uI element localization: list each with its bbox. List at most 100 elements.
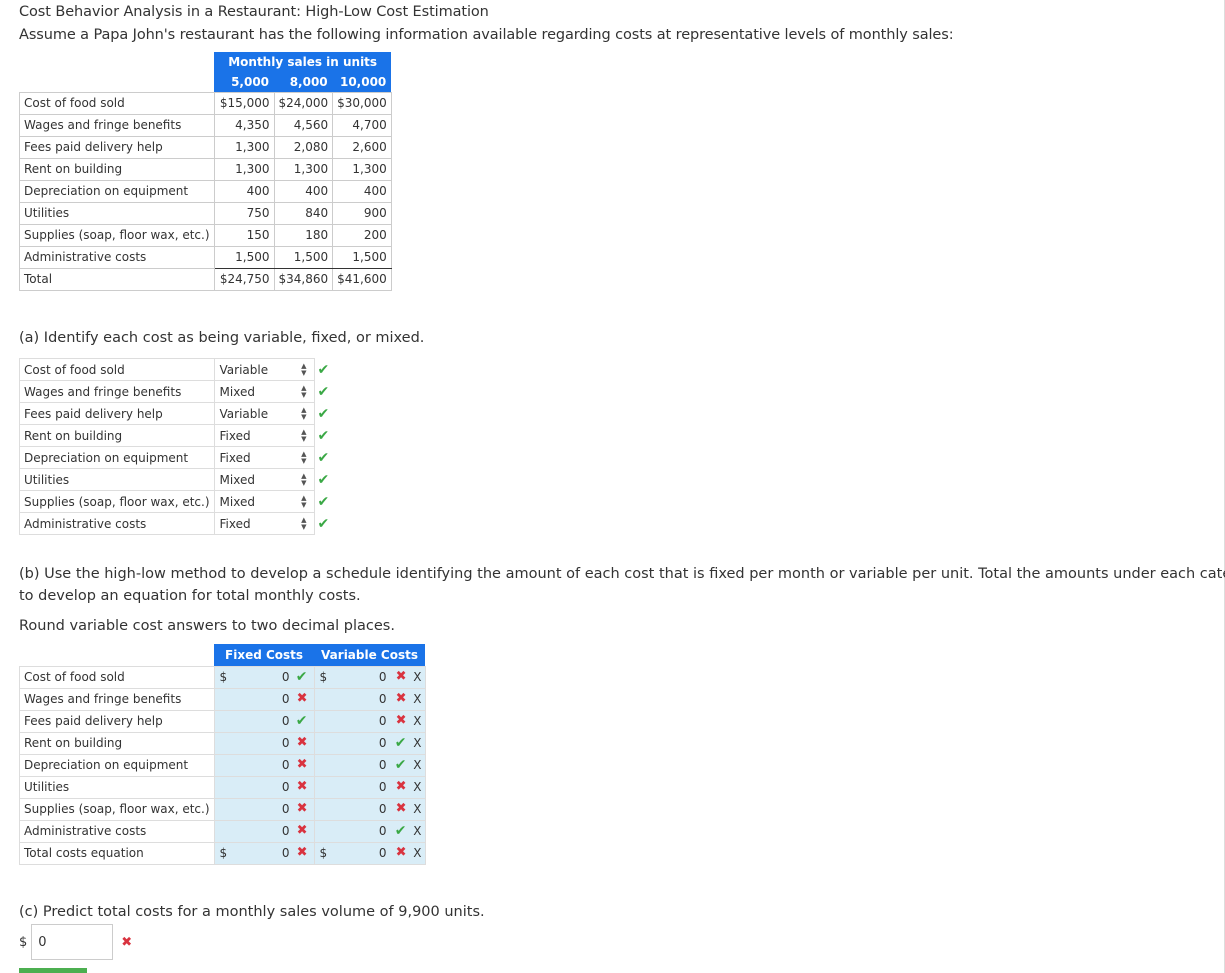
currency-symbol: $ [319,669,328,684]
table-row: Supplies (soap, floor wax, etc.) 150 180 20… [19,223,392,247]
part-b-question-line2: to develop an equation for total monthly… [19,588,361,604]
selected-value: Mixed [219,494,255,509]
cost-label: Wages and fringe benefits [19,380,215,403]
intro-text: Assume a Papa John's restaurant has the … [19,27,954,43]
select-arrows-icon: ▲ ▼ [301,428,307,443]
variable-cost-input[interactable]: 0 ✔ X [313,753,426,777]
cost-value: $15,000 [213,91,275,115]
per-unit-suffix: X [413,845,422,860]
cost-value: 400 [273,179,334,203]
fixed-cost-input[interactable]: 0 ✔ [213,709,315,733]
select-arrows-icon: ▲ ▼ [301,472,307,487]
select-arrows-icon: ▲ ▼ [301,450,307,465]
fixed-cost-input[interactable]: 0 ✖ [213,753,315,777]
fixed-costs-header: Fixed Costs [214,644,315,666]
cost-label: Rent on building [19,424,215,447]
cost-value: 180 [273,223,334,247]
select-arrows-icon: ▲ ▼ [301,384,307,399]
cost-value: 4,700 [332,113,392,137]
cost-label: Administrative costs [19,819,215,843]
fixed-cost-value: 0 [281,823,290,838]
cost-label: Cost of food sold [19,665,215,689]
per-unit-suffix: X [413,757,422,772]
fixed-cost-input[interactable]: 0 ✖ [213,797,315,821]
variable-cost-input[interactable]: 0 ✖ X [313,775,426,799]
per-unit-suffix: X [413,823,422,838]
table-row: Administrative costs Fixed ▲ ▼ ✔ [19,512,337,535]
table-row: Fees paid delivery help Variable ▲ ▼ ✔ [19,402,337,425]
cross-icon: ✖ [395,712,407,728]
cost-label: Depreciation on equipment [19,446,215,469]
cost-type-select[interactable]: Mixed ▲ ▼ [213,468,315,491]
check-icon: ✔ [317,471,330,488]
check-icon: ✔ [394,734,407,751]
table-row: Administrative costs 1,500 1,500 1,500 [19,245,392,269]
submit-button[interactable] [19,968,87,973]
table-row: Total $24,750 $34,860 $41,600 [19,267,392,291]
cost-value: $24,750 [213,267,275,291]
check-icon: ✔ [295,712,308,729]
cost-value: 200 [332,223,392,247]
select-arrows-icon: ▲ ▼ [301,494,307,509]
variable-cost-input[interactable]: 0 ✔ X [313,731,426,755]
cost-type-select[interactable]: Variable ▲ ▼ [213,358,315,381]
table-row: Depreciation on equipment Fixed ▲ ▼ ✔ [19,446,337,469]
cost-value: $41,600 [332,267,392,291]
fixed-cost-input[interactable]: 0 ✖ [213,775,315,799]
cost-type-select[interactable]: Fixed ▲ ▼ [213,446,315,469]
cost-value: 400 [332,179,392,203]
cross-icon: ✖ [296,734,308,750]
table-row: Fees paid delivery help 1,300 2,080 2,600 [19,135,392,159]
selected-value: Variable [219,362,269,377]
select-arrows-icon: ▲ ▼ [301,516,307,531]
cost-label: Supplies (soap, floor wax, etc.) [19,223,215,247]
per-unit-suffix: X [413,713,422,728]
fixed-cost-value: 0 [281,713,290,728]
cost-type-select[interactable]: Variable ▲ ▼ [213,402,315,425]
monthly-sales-header: Monthly sales in units [214,52,392,72]
total-costs-input[interactable] [31,924,114,960]
variable-cost-input[interactable]: 0 ✔ X [313,819,426,843]
variable-cost-input[interactable]: 0 ✖ X [313,687,426,711]
variable-costs-header: Variable Costs [314,644,426,666]
cost-value: 400 [213,179,275,203]
cost-label: Depreciation on equipment [19,753,215,777]
cost-label: Utilities [19,468,215,491]
table-row: Utilities 750 840 900 [19,201,392,225]
cost-value: 1,300 [332,157,392,181]
fixed-cost-value: 0 [281,845,290,860]
check-icon: ✔ [317,449,330,466]
fixed-cost-input[interactable]: 0 ✖ [213,687,315,711]
currency-symbol: $ [219,669,228,684]
fixed-cost-value: 0 [281,691,290,706]
variable-cost-input[interactable]: 0 ✖ X [313,797,426,821]
page-title: Cost Behavior Analysis in a Restaurant: … [19,4,489,20]
variable-cost-input[interactable]: $0 ✖ X [313,841,426,865]
cost-type-select[interactable]: Fixed ▲ ▼ [213,424,315,447]
fixed-cost-input[interactable]: $0 ✔ [213,665,315,689]
table-row: Administrative costs 0 ✖ 0 ✔ X [19,819,426,843]
select-arrows-icon: ▲ ▼ [301,406,307,421]
cost-label: Total costs equation [19,841,215,865]
table-row: Rent on building 1,300 1,300 1,300 [19,157,392,181]
cost-label: Utilities [19,775,215,799]
cross-icon: ✖ [296,756,308,772]
per-unit-suffix: X [413,735,422,750]
table-row: Total costs equation $0 ✖ $0 ✖ X [19,841,426,865]
variable-cost-value: 0 [378,845,387,860]
units-header: 8,000 [274,72,333,92]
units-header: 5,000 [214,72,275,92]
fixed-cost-input[interactable]: 0 ✖ [213,731,315,755]
fixed-cost-value: 0 [281,669,290,684]
variable-cost-input[interactable]: $0 ✖ X [313,665,426,689]
cost-label: Fees paid delivery help [19,135,215,159]
cost-type-select[interactable]: Mixed ▲ ▼ [213,380,315,403]
cost-label: Rent on building [19,157,215,181]
table-row: Supplies (soap, floor wax, etc.) Mixed ▲ ▼ ✔ [19,490,337,513]
cost-value: 4,350 [213,113,275,137]
fixed-cost-input[interactable]: $0 ✖ [213,841,315,865]
variable-cost-input[interactable]: 0 ✖ X [313,709,426,733]
fixed-cost-input[interactable]: 0 ✖ [213,819,315,843]
cost-type-select[interactable]: Fixed ▲ ▼ [213,512,315,535]
cost-type-select[interactable]: Mixed ▲ ▼ [213,490,315,513]
